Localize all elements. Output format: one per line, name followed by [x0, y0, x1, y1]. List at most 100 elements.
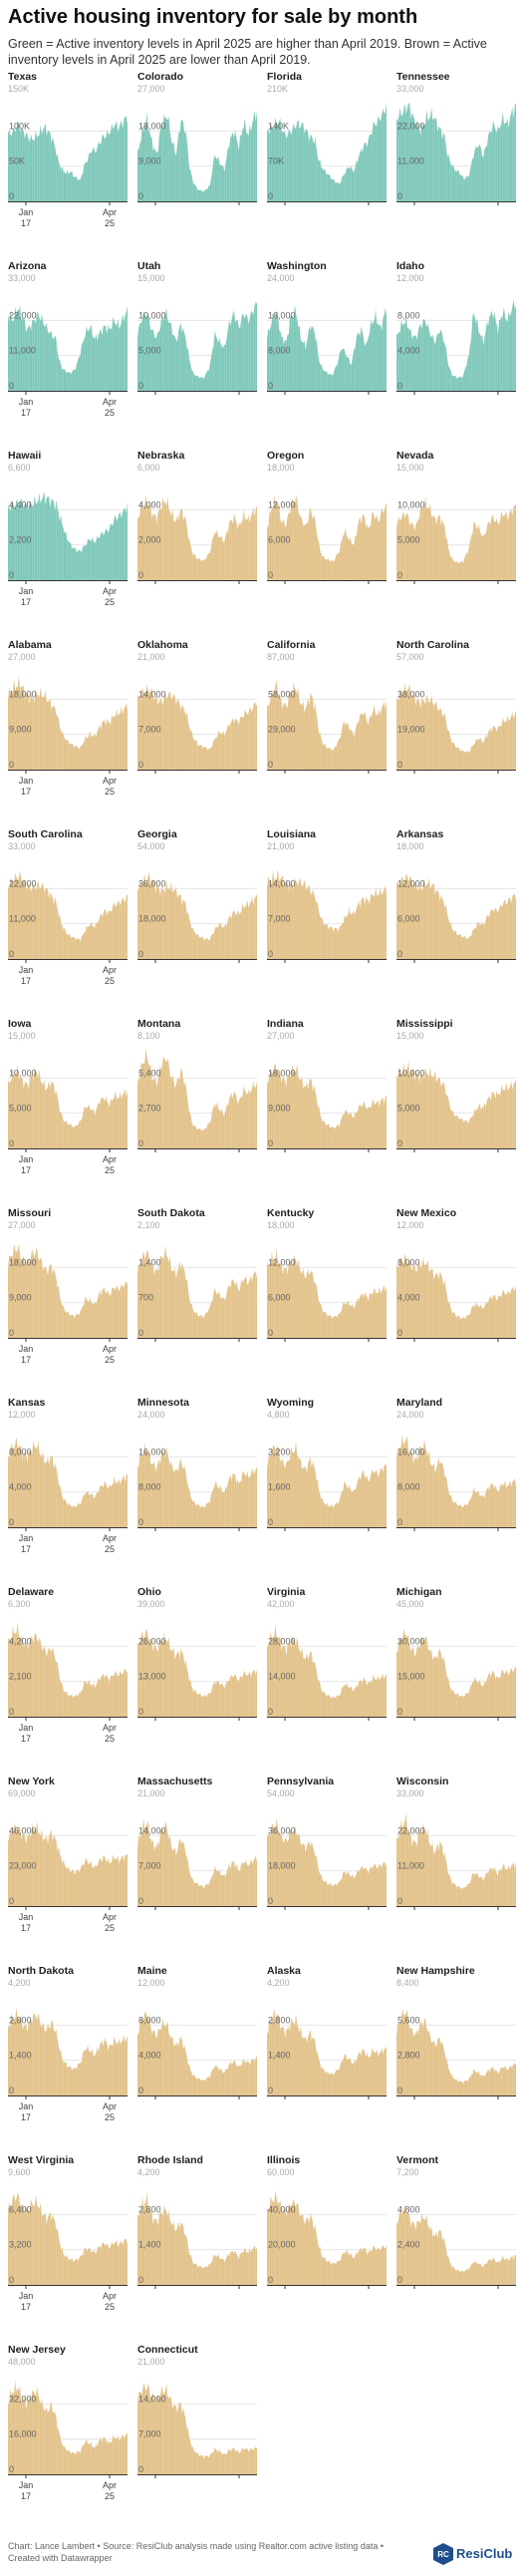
y-max-label: 39,000	[137, 1599, 165, 1609]
y-zero-label: 0	[397, 2275, 402, 2285]
state-panel-colorado: Colorado 27,000 9,000 18,000 0	[137, 70, 257, 239]
y-tick-label: 6,400	[9, 2204, 32, 2214]
state-panel-mississippi: Mississippi 15,000 5,000 10,000 0	[396, 1017, 516, 1186]
y-zero-label: 0	[397, 1328, 402, 1338]
state-panel-north-dakota: North Dakota 4,200 1,400 2,800 0 Jan 17 Apr 25	[8, 1964, 128, 2133]
x-tick-label-month: Apr	[103, 2101, 117, 2111]
state-name: Louisiana	[267, 828, 316, 840]
y-zero-label: 0	[268, 570, 273, 580]
state-name: Indiana	[267, 1018, 304, 1030]
state-panel-florida: Florida 210K 70K 140K 0	[267, 70, 387, 239]
state-panel-new-jersey: New Jersey 48,000 16,000 32,000 0 Jan 17 Apr 25	[8, 2343, 128, 2512]
state-name: Iowa	[8, 1018, 31, 1030]
state-name: West Virginia	[8, 2154, 74, 2166]
y-tick-label: 4,200	[9, 1636, 32, 1646]
x-tick-label-year: 25	[105, 408, 115, 418]
y-tick-label: 23,000	[9, 1861, 37, 1871]
resiclub-logo: RC ResiClub	[432, 2542, 514, 2568]
inventory-area	[8, 2008, 128, 2095]
y-max-label: 48,000	[8, 2357, 36, 2367]
x-tick-label-month: Jan	[19, 1344, 34, 1354]
y-max-label: 33,000	[8, 841, 36, 851]
state-panel-illinois: Illinois 60,000 20,000 40,000 0	[267, 2153, 387, 2323]
state-panel-arizona: Arizona 33,000 11,000 22,000 0 Jan 17 Apr 25	[8, 259, 128, 429]
x-tick-label-month: Apr	[103, 965, 117, 975]
y-tick-label: 22,000	[397, 121, 425, 131]
state-panel-montana: Montana 8,100 2,700 5,400 0	[137, 1017, 257, 1186]
x-tick-label-month: Apr	[103, 1344, 117, 1354]
y-zero-label: 0	[9, 949, 14, 959]
y-tick-label: 2,800	[268, 2015, 291, 2025]
y-max-label: 27,000	[8, 1220, 36, 1230]
state-name: Oklahoma	[137, 639, 188, 651]
y-max-label: 9,600	[8, 2167, 31, 2177]
x-tick-label-year: 17	[21, 787, 31, 797]
y-max-label: 15,000	[8, 1031, 36, 1041]
state-panel-alaska: Alaska 4,200 1,400 2,800 0	[267, 1964, 387, 2133]
y-tick-label: 10,000	[397, 1068, 425, 1078]
state-name: Montana	[137, 1018, 180, 1030]
y-tick-label: 18,000	[9, 689, 37, 699]
inventory-area	[267, 1247, 387, 1338]
state-panel-idaho: Idaho 12,000 4,000 8,000 0	[396, 259, 516, 429]
inventory-area	[8, 1064, 128, 1148]
y-tick-label: 10,000	[9, 1068, 37, 1078]
y-tick-label: 700	[138, 1293, 153, 1303]
state-name: Ohio	[137, 1586, 161, 1598]
x-tick-label-month: Jan	[19, 2291, 34, 2301]
y-tick-label: 14,000	[138, 689, 166, 699]
state-name: Illinois	[267, 2154, 300, 2166]
y-zero-label: 0	[138, 1138, 143, 1148]
inventory-area	[267, 1625, 387, 1717]
y-max-label: 27,000	[8, 652, 36, 662]
x-tick-label-year: 17	[21, 2491, 31, 2501]
inventory-area	[8, 869, 128, 959]
y-max-label: 15,000	[396, 463, 424, 473]
y-tick-label: 4,800	[397, 2204, 420, 2214]
y-tick-label: 36,000	[138, 878, 166, 888]
y-tick-label: 13,000	[138, 1672, 166, 1682]
state-name: New Mexico	[396, 1207, 456, 1219]
y-tick-label: 2,800	[138, 2204, 161, 2214]
y-zero-label: 0	[9, 1896, 14, 1906]
state-panel-wyoming: Wyoming 4,800 1,600 3,200 0	[267, 1396, 387, 1565]
y-max-label: 60,000	[267, 2167, 295, 2177]
inventory-area	[396, 299, 516, 391]
y-zero-label: 0	[397, 760, 402, 770]
state-panel-north-carolina: North Carolina 57,000 19,000 38,000 0	[396, 638, 516, 807]
inventory-area	[267, 1817, 387, 1906]
footer-source: Chart: Lance Lambert • Source: ResiClub …	[8, 2541, 384, 2551]
y-max-label: 18,000	[396, 841, 424, 851]
state-panel-maryland: Maryland 24,000 8,000 16,000 0	[396, 1396, 516, 1565]
state-panel-new-mexico: New Mexico 12,000 4,000 8,000 0	[396, 1206, 516, 1376]
x-tick-label-month: Apr	[103, 1533, 117, 1543]
x-tick-label-year: 17	[21, 408, 31, 418]
y-max-label: 21,000	[137, 652, 165, 662]
y-max-label: 54,000	[137, 841, 165, 851]
inventory-area	[8, 2380, 128, 2474]
state-name: North Carolina	[396, 639, 469, 651]
y-tick-label: 140K	[268, 121, 289, 131]
state-name: Massachusetts	[137, 1775, 212, 1787]
y-tick-label: 18,000	[268, 1068, 296, 1078]
y-zero-label: 0	[9, 2086, 14, 2095]
x-tick-label-year: 25	[105, 1734, 115, 1744]
y-tick-label: 40,000	[268, 2204, 296, 2214]
state-panel-georgia: Georgia 54,000 18,000 36,000 0	[137, 827, 257, 997]
y-tick-label: 9,000	[268, 1104, 291, 1114]
x-tick-label-year: 25	[105, 1165, 115, 1175]
